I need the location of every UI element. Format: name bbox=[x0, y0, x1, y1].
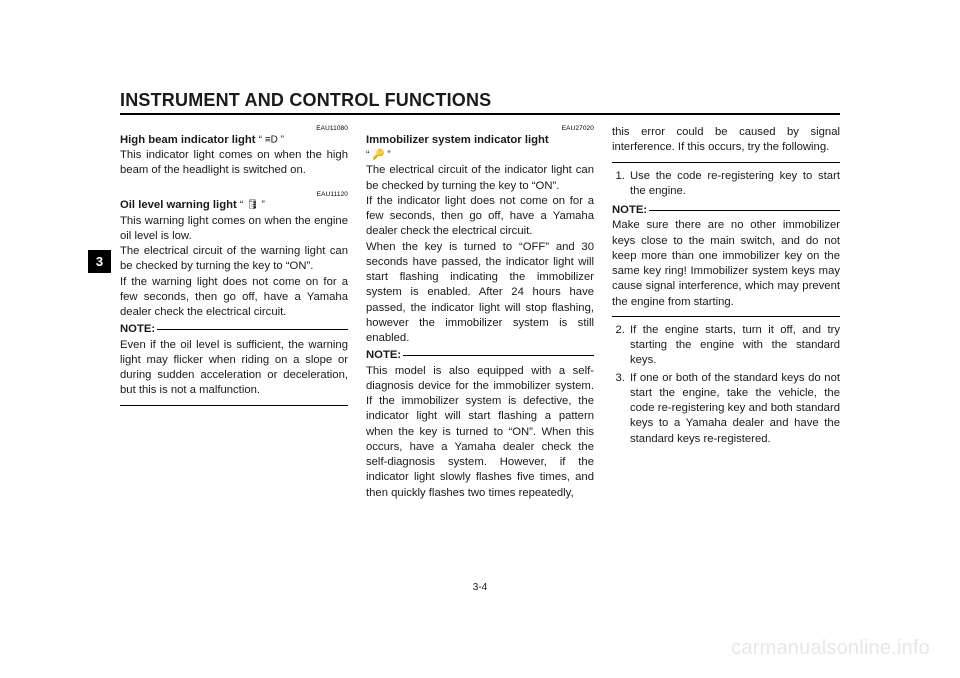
section-tab-number: 3 bbox=[96, 254, 103, 269]
oil-text-2: The electrical circuit of the warning li… bbox=[120, 244, 348, 275]
column-2: EAU27020 Immobilizer system indicator li… bbox=[366, 125, 594, 501]
step-3: If one or both of the standard keys do n… bbox=[628, 371, 840, 447]
oil-heading: Oil level warning light “ 🛢 ” bbox=[120, 198, 348, 213]
note-text: Make sure there are no other immobilizer… bbox=[612, 218, 840, 310]
oil-title: Oil level warning light bbox=[120, 199, 237, 211]
key-icon: “ 🔑 ” bbox=[366, 149, 391, 160]
note-text: This model is also equipped with a self-… bbox=[366, 364, 594, 501]
high-beam-icon: “ ≡D ” bbox=[259, 134, 284, 145]
high-beam-text: This indicator light comes on when the h… bbox=[120, 148, 348, 179]
page-number: 3-4 bbox=[0, 582, 960, 593]
high-beam-heading: High beam indicator light “ ≡D ” bbox=[120, 133, 348, 148]
note-heading: NOTE: bbox=[120, 322, 348, 337]
immobilizer-title: Immobilizer system indicator light bbox=[366, 133, 594, 148]
note-heading: NOTE: bbox=[612, 203, 840, 218]
intro-text: this error could be caused by signal int… bbox=[612, 125, 840, 156]
note-end-rule bbox=[612, 316, 840, 317]
page-content: INSTRUMENT AND CONTROL FUNCTIONS EAU1108… bbox=[120, 90, 840, 501]
note-rule bbox=[649, 210, 840, 211]
column-3: this error could be caused by signal int… bbox=[612, 125, 840, 501]
oil-text-3: If the warning light does not come on fo… bbox=[120, 275, 348, 321]
note-text: Even if the oil level is sufficient, the… bbox=[120, 338, 348, 399]
divider-rule bbox=[612, 162, 840, 163]
text-columns: EAU11080 High beam indicator light “ ≡D … bbox=[120, 125, 840, 501]
high-beam-title: High beam indicator light bbox=[120, 134, 256, 146]
immobilizer-text-1: The electrical circuit of the indicator … bbox=[366, 163, 594, 194]
section-tab: 3 bbox=[88, 250, 111, 273]
step-1: Use the code re-registering key to start… bbox=[628, 169, 840, 200]
step-list-2: If the engine starts, turn it off, and t… bbox=[612, 323, 840, 447]
note-end-rule bbox=[120, 405, 348, 406]
immobilizer-text-3: When the key is turned to “OFF” and 30 s… bbox=[366, 240, 594, 347]
watermark: carmanualsonline.info bbox=[731, 637, 930, 660]
page-header: INSTRUMENT AND CONTROL FUNCTIONS bbox=[120, 90, 840, 115]
note-label: NOTE: bbox=[612, 203, 647, 218]
page-title: INSTRUMENT AND CONTROL FUNCTIONS bbox=[120, 90, 491, 110]
immobilizer-text-2: If the indicator light does not come on … bbox=[366, 194, 594, 240]
note-heading: NOTE: bbox=[366, 348, 594, 363]
oil-icon: “ 🛢 ” bbox=[240, 200, 265, 211]
column-1: EAU11080 High beam indicator light “ ≡D … bbox=[120, 125, 348, 501]
immobilizer-icon: “ 🔑 ” bbox=[366, 148, 594, 163]
note-label: NOTE: bbox=[366, 348, 401, 363]
note-rule bbox=[157, 329, 348, 330]
note-label: NOTE: bbox=[120, 322, 155, 337]
step-2: If the engine starts, turn it off, and t… bbox=[628, 323, 840, 369]
note-rule bbox=[403, 355, 594, 356]
step-list-1: Use the code re-registering key to start… bbox=[612, 169, 840, 200]
oil-text-1: This warning light comes on when the eng… bbox=[120, 214, 348, 245]
